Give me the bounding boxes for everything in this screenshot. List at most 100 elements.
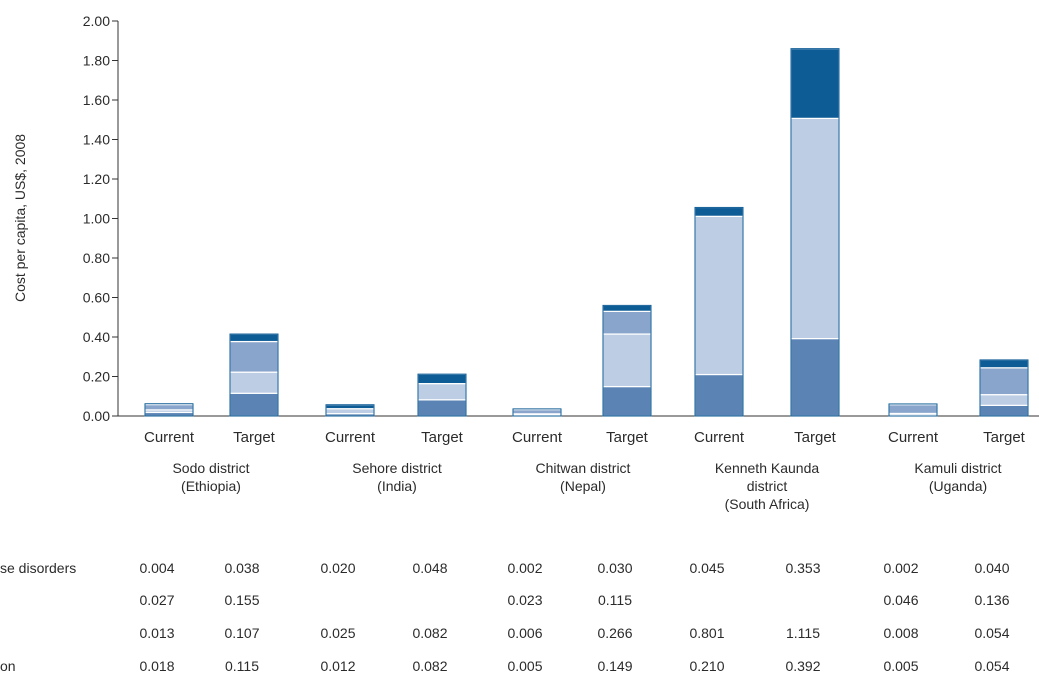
bar-label: Current [888, 429, 939, 446]
y-tick-label: 1.40 [83, 132, 110, 148]
bar-segment [602, 310, 652, 335]
bar-segment [229, 392, 279, 417]
bar-label: Target [421, 429, 464, 446]
bar-segment [417, 399, 467, 417]
table-row-label: se disorders [0, 560, 76, 576]
table-cell: 0.012 [320, 658, 355, 674]
bar-segment [229, 340, 279, 373]
table-cell: 0.023 [507, 592, 542, 608]
table-cell: 0.025 [320, 625, 355, 641]
group-label: Sodo district [172, 460, 249, 476]
bar-segment [694, 206, 744, 217]
table-cell: 0.392 [785, 658, 820, 674]
y-tick-label: 1.20 [83, 171, 110, 187]
table-cell: 0.008 [883, 625, 918, 641]
bar-segment [325, 408, 375, 415]
group-label: Kamuli district [914, 460, 1001, 476]
y-tick-label: 0.60 [83, 290, 110, 306]
bar-label: Current [694, 429, 745, 446]
bar-outline [888, 403, 938, 417]
table-cell: 0.030 [597, 560, 632, 576]
group-label: (Ethiopia) [181, 478, 241, 494]
bar-segment [602, 385, 652, 417]
table-cell: 0.002 [507, 560, 542, 576]
bar-segment [790, 48, 840, 119]
table-cell: 0.136 [974, 592, 1009, 608]
table-cell: 0.046 [883, 592, 918, 608]
table-cell: 0.149 [597, 658, 632, 674]
table-cell: 0.002 [883, 560, 918, 576]
table-cell: 0.353 [785, 560, 820, 576]
y-tick-label: 0.80 [83, 250, 110, 266]
table-cell: 0.107 [224, 625, 259, 641]
y-tick-label: 0.00 [83, 408, 110, 424]
bar-outline [512, 408, 562, 417]
bar-segment [417, 373, 467, 385]
table-cell: 0.005 [883, 658, 918, 674]
bar-segment [888, 403, 938, 415]
bar-outline [790, 48, 840, 417]
table-cell: 0.054 [974, 625, 1009, 641]
y-tick-label: 0.40 [83, 329, 110, 345]
bar-segment [790, 117, 840, 340]
y-tick-label: 1.80 [83, 53, 110, 69]
bars-layer [144, 48, 1029, 417]
table-cell: 0.115 [225, 658, 259, 674]
bar-outline [229, 333, 279, 417]
bar-segment [979, 359, 1029, 369]
table-cell: 0.155 [224, 592, 259, 608]
table-cell: 0.040 [974, 560, 1009, 576]
bar-segment [144, 403, 194, 411]
table-cell: 0.013 [139, 625, 174, 641]
bar-segment [694, 215, 744, 376]
group-label: (India) [377, 478, 417, 494]
bar-segment [790, 337, 840, 417]
table-cell: 0.082 [412, 625, 447, 641]
group-label: (Nepal) [560, 478, 606, 494]
table-cell: 0.801 [689, 625, 724, 641]
bar-outline [325, 404, 375, 417]
bar-segment [229, 333, 279, 343]
axis-layer: 0.00 0.20 0.40 0.60 0.80 1.00 1.20 1.40 1.60 1.80… [12, 13, 1039, 424]
table-cell: 0.054 [974, 658, 1009, 674]
y-tick-label: 0.20 [83, 369, 110, 385]
table-cell: 0.020 [320, 560, 355, 576]
group-label: (South Africa) [725, 496, 810, 512]
bar-segment [694, 373, 744, 417]
table-cell: 0.210 [689, 658, 724, 674]
table-cell: 0.006 [507, 625, 542, 641]
bar-segment [979, 404, 1029, 417]
group-label: (Uganda) [929, 478, 987, 494]
group-label: Kenneth Kaunda [715, 460, 820, 476]
table-cell: 0.004 [139, 560, 174, 576]
y-axis-title: Cost per capita, US$, 2008 [12, 134, 28, 302]
table-cell: 0.027 [139, 592, 174, 608]
data-table: se disorders 0.004 0.038 0.020 0.048 0.002 0.0… [0, 560, 1010, 674]
bar-segment [979, 367, 1029, 396]
bar-outline [144, 403, 194, 417]
table-cell: 0.005 [507, 658, 542, 674]
bar-label: Current [144, 429, 195, 446]
table-cell: 0.038 [224, 560, 259, 576]
bar-segment [979, 394, 1029, 406]
labels-layer: Current Target Current Target Current Target C… [144, 429, 1026, 512]
bar-outline [694, 206, 744, 417]
bar-outline [602, 304, 652, 417]
group-label: district [747, 478, 788, 494]
table-cell: 1.115 [786, 625, 820, 641]
group-label: Sehore district [352, 460, 442, 476]
table-cell: 0.018 [139, 658, 174, 674]
table-cell: 0.045 [689, 560, 724, 576]
table-cell: 0.082 [412, 658, 447, 674]
bar-label: Target [606, 429, 649, 446]
bar-label: Current [325, 429, 376, 446]
bar-label: Target [233, 429, 276, 446]
table-cell: 0.115 [598, 592, 632, 608]
bar-segment [602, 304, 652, 312]
table-cell: 0.266 [597, 625, 632, 641]
table-row-label: on [0, 658, 16, 674]
bar-outline [979, 359, 1029, 417]
y-tick-label: 1.60 [83, 92, 110, 108]
bar-label: Current [512, 429, 563, 446]
